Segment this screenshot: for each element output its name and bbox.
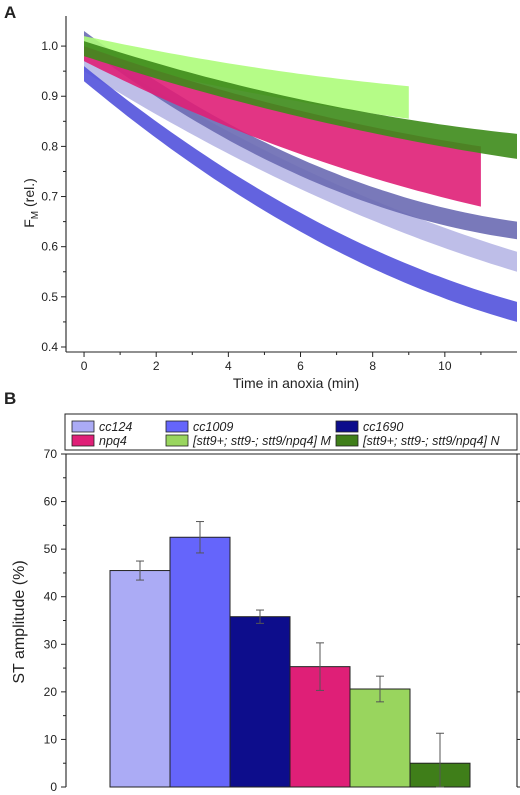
y-tick-label: 10 bbox=[44, 732, 58, 746]
band-series-4 bbox=[84, 36, 409, 119]
y-tick-label: 50 bbox=[44, 542, 58, 556]
legend-label-2: cc1009 bbox=[193, 420, 233, 434]
panel-b-letter: B bbox=[4, 389, 16, 408]
band-series-6 bbox=[84, 41, 517, 159]
panel-a-ylabel: FM (rel.) bbox=[21, 178, 41, 228]
panel-a-xlabel: Time in anoxia (min) bbox=[233, 375, 359, 391]
x-tick-label: 10 bbox=[438, 359, 452, 373]
x-tick-label: 8 bbox=[369, 359, 376, 373]
legend-label-5: [stt9+; stt9-; stt9/npq4] M bbox=[192, 434, 331, 448]
legend-swatch-4 bbox=[71, 434, 95, 447]
x-tick-label: 0 bbox=[81, 359, 88, 373]
y-tick-label: 0.4 bbox=[41, 340, 58, 354]
x-tick-label: 6 bbox=[297, 359, 304, 373]
y-tick-label: 0.9 bbox=[41, 89, 58, 103]
legend-swatch-1 bbox=[71, 420, 95, 433]
panel-a-chart: 0 2 4 6 8 10 0.4 0.5 0.6 0.7 0.8 0.9 1.0 bbox=[41, 16, 517, 373]
bar-5 bbox=[349, 688, 411, 788]
y-tick-label: 0.8 bbox=[41, 139, 58, 153]
panel-b-chart: 0 10 20 30 40 50 60 70 bbox=[44, 447, 520, 794]
panel-b-ylabel: ST amplitude (%) bbox=[11, 560, 28, 683]
x-tick-label: 2 bbox=[153, 359, 160, 373]
band-series-2 bbox=[84, 66, 517, 322]
y-tick-label: 0.6 bbox=[41, 240, 58, 254]
y-tick-label: 20 bbox=[44, 685, 58, 699]
bar-1 bbox=[109, 570, 171, 788]
y-tick-label: 1.0 bbox=[41, 39, 58, 53]
y-tick-label: 60 bbox=[44, 495, 58, 509]
legend-label-4: npq4 bbox=[99, 434, 127, 448]
legend-frame bbox=[64, 413, 518, 451]
legend-label-3: cc1690 bbox=[363, 420, 403, 434]
band-series-3 bbox=[84, 31, 517, 240]
panel-a-letter: A bbox=[4, 3, 16, 22]
panel-b-legend: cc124 cc1009 cc1690 npq4 [stt9+; stt9-; stt9… bbox=[64, 413, 518, 451]
legend-label-6: [stt9+; stt9-; stt9/npq4] N bbox=[362, 434, 500, 448]
bar-3 bbox=[229, 616, 291, 788]
legend-label-1: cc124 bbox=[99, 420, 132, 434]
y-tick-label: 70 bbox=[44, 447, 58, 461]
legend-swatch-3 bbox=[335, 420, 359, 433]
bar-2 bbox=[169, 536, 231, 788]
y-tick-label: 40 bbox=[44, 590, 58, 604]
legend-swatch-2 bbox=[165, 420, 189, 433]
y-tick-label: 0.7 bbox=[41, 190, 58, 204]
y-tick-label: 0.5 bbox=[41, 290, 58, 304]
y-tick-label: 30 bbox=[44, 637, 58, 651]
x-tick-label: 4 bbox=[225, 359, 232, 373]
y-tick-label: 0 bbox=[50, 780, 57, 794]
legend-swatch-5 bbox=[165, 434, 189, 447]
legend-swatch-6 bbox=[335, 434, 359, 447]
